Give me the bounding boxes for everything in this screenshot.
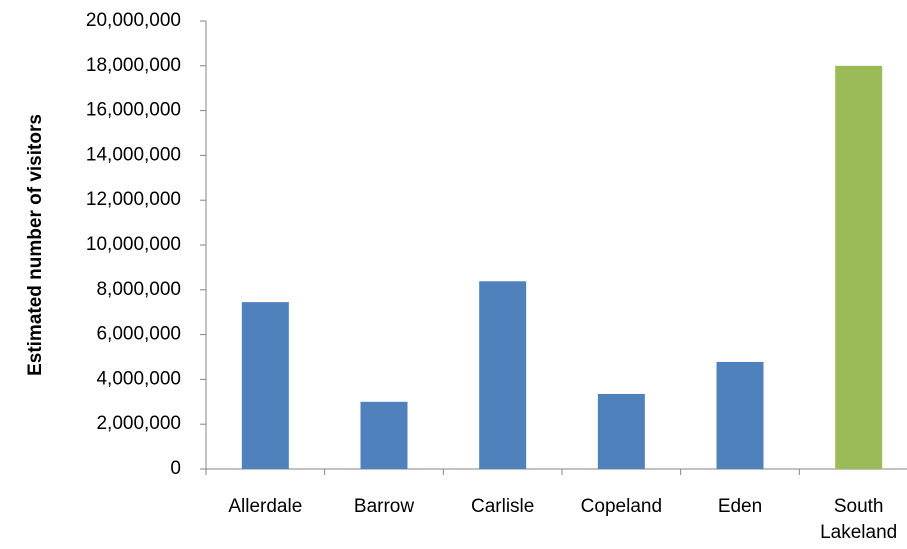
y-tick-label: 0 xyxy=(170,458,181,479)
y-tick-label: 10,000,000 xyxy=(86,234,181,255)
y-axis-title: Estimated number of visitors xyxy=(25,114,46,376)
y-tick-label: 20,000,000 xyxy=(86,10,181,31)
bar-copeland xyxy=(597,393,645,469)
x-tick-label: Allerdale xyxy=(228,496,302,517)
axes xyxy=(200,20,907,475)
y-tick-label: 18,000,000 xyxy=(86,55,181,76)
y-tick-label: 8,000,000 xyxy=(96,279,181,300)
x-tick-label: Eden xyxy=(718,496,762,517)
y-tick-label: 2,000,000 xyxy=(96,413,181,434)
y-tick-label: 6,000,000 xyxy=(96,324,181,345)
y-tick-label: 4,000,000 xyxy=(96,368,181,389)
x-tick-label: South Lakeland xyxy=(820,496,897,543)
x-tick-label: Barrow xyxy=(354,496,414,517)
bar-eden xyxy=(716,361,764,469)
y-tick-labels: 0 2,000,000 4,000,000 6,000,000 8,000,000 10,… xyxy=(86,10,181,479)
y-tick-label: 14,000,000 xyxy=(86,144,181,165)
bar-south-lakeland xyxy=(835,65,883,470)
x-tick-labels: Allerdale Barrow Carlisle Copeland Eden South… xyxy=(228,496,897,543)
y-tick-label: 12,000,000 xyxy=(86,189,181,210)
x-tick-label: Carlisle xyxy=(471,496,534,517)
bars xyxy=(241,65,883,470)
bar-barrow xyxy=(360,401,408,469)
bar-carlisle xyxy=(479,281,527,469)
x-tick-label: Copeland xyxy=(581,496,662,517)
bar-allerdale xyxy=(241,302,289,469)
y-tick-label: 16,000,000 xyxy=(86,100,181,121)
